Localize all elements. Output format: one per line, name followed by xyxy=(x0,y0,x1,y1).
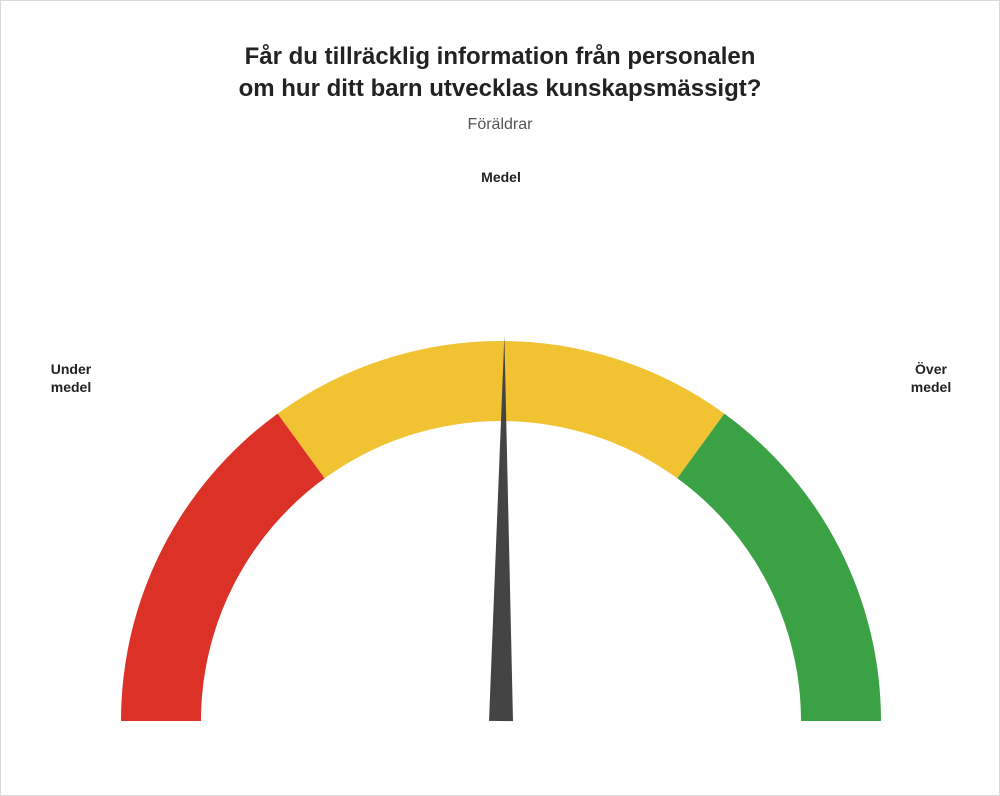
gauge-label-top: Medel xyxy=(51,169,951,185)
title-line-2: om hur ditt barn utvecklas kunskapsmässi… xyxy=(239,75,762,102)
chart-frame: Får du tillräcklig information från pers… xyxy=(0,0,1000,796)
title-line-1: Får du tillräcklig information från pers… xyxy=(245,43,756,70)
gauge-label-right: Över medel xyxy=(881,361,981,396)
gauge-segment xyxy=(121,414,325,721)
chart-title: Får du tillräcklig information från pers… xyxy=(1,41,999,106)
chart-subtitle: Föräldrar xyxy=(1,116,999,134)
gauge-svg xyxy=(51,161,951,761)
gauge-label-left: Under medel xyxy=(21,361,121,396)
gauge-segment xyxy=(677,414,881,721)
gauge-chart: Medel Under medel Över medel xyxy=(51,161,951,761)
